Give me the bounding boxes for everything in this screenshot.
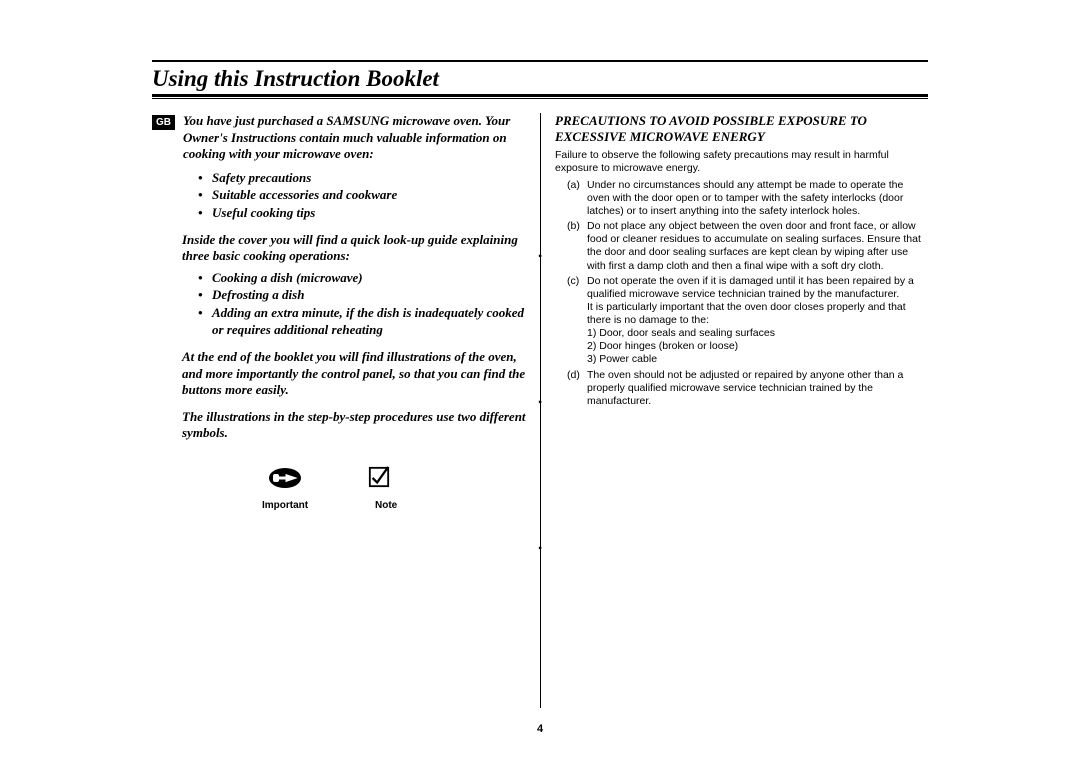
sub-list: 1) Door, door seals and sealing surfaces… xyxy=(587,327,928,366)
intro-row: GB You have just purchased a SAMSUNG mic… xyxy=(152,113,526,167)
list-item-a: (a) Under no circumstances should any at… xyxy=(567,179,928,218)
item-text: Under no circumstances should any attemp… xyxy=(587,179,903,217)
bullet-list-1: Safety precautions Suitable accessories … xyxy=(152,169,526,222)
paragraph: Inside the cover you will find a quick l… xyxy=(182,232,526,265)
checkmark-box-icon xyxy=(368,466,404,490)
item-text: Do not place any object between the oven… xyxy=(587,220,921,271)
list-item: Adding an extra minute, if the dish is i… xyxy=(198,304,526,339)
columns: GB You have just purchased a SAMSUNG mic… xyxy=(152,113,928,708)
list-item-b: (b) Do not place any object between the … xyxy=(567,220,928,273)
divider-bullet: • xyxy=(538,395,542,410)
rule-under-title xyxy=(152,94,928,99)
hand-pointing-icon xyxy=(267,466,303,490)
sub-item: 2) Door hinges (broken or loose) xyxy=(587,340,928,353)
list-item: Safety precautions xyxy=(198,169,526,187)
item-text: Do not operate the oven if it is damaged… xyxy=(587,275,914,300)
marker: (c) xyxy=(567,275,579,288)
page-number: 4 xyxy=(0,723,1080,735)
paragraph: At the end of the booklet you will find … xyxy=(182,349,526,399)
marker: (a) xyxy=(567,179,580,192)
important-label: Important xyxy=(262,500,308,511)
list-item: Cooking a dish (microwave) xyxy=(198,269,526,287)
precautions-heading: PRECAUTIONS TO AVOID POSSIBLE EXPOSURE T… xyxy=(555,113,928,146)
language-badge: GB xyxy=(152,115,175,130)
page-title: Using this Instruction Booklet xyxy=(152,66,928,92)
list-item: Suitable accessories and cookware xyxy=(198,186,526,204)
column-left: GB You have just purchased a SAMSUNG mic… xyxy=(152,113,540,708)
rule-top xyxy=(152,60,928,62)
list-item-d: (d) The oven should not be adjusted or r… xyxy=(567,369,928,408)
divider-bullet: • xyxy=(538,541,542,556)
column-right: • • • PRECAUTIONS TO AVOID POSSIBLE EXPO… xyxy=(540,113,928,708)
paragraph: The illustrations in the step-by-step pr… xyxy=(182,409,526,442)
note-symbol-block: Note xyxy=(368,466,404,511)
left-body: Inside the cover you will find a quick l… xyxy=(152,232,526,265)
precautions-list: (a) Under no circumstances should any at… xyxy=(555,179,928,408)
bullet-list-2: Cooking a dish (microwave) Defrosting a … xyxy=(152,269,526,339)
item-text-2: It is particularly important that the ov… xyxy=(587,301,906,326)
divider-bullet: • xyxy=(538,249,542,264)
precautions-subtext: Failure to observe the following safety … xyxy=(555,149,928,175)
page: Using this Instruction Booklet GB You ha… xyxy=(0,0,1080,763)
item-text: The oven should not be adjusted or repai… xyxy=(587,369,903,407)
marker: (d) xyxy=(567,369,580,382)
sub-item: 3) Power cable xyxy=(587,353,928,366)
left-body-2: At the end of the booklet you will find … xyxy=(152,349,526,442)
note-label: Note xyxy=(375,500,397,511)
list-item: Defrosting a dish xyxy=(198,286,526,304)
icons-row: Important Note xyxy=(262,466,526,511)
marker: (b) xyxy=(567,220,580,233)
list-item: Useful cooking tips xyxy=(198,204,526,222)
sub-item: 1) Door, door seals and sealing surfaces xyxy=(587,327,928,340)
intro-paragraph: You have just purchased a SAMSUNG microw… xyxy=(183,113,526,163)
list-item-c: (c) Do not operate the oven if it is dam… xyxy=(567,275,928,367)
important-symbol-block: Important xyxy=(262,466,308,511)
